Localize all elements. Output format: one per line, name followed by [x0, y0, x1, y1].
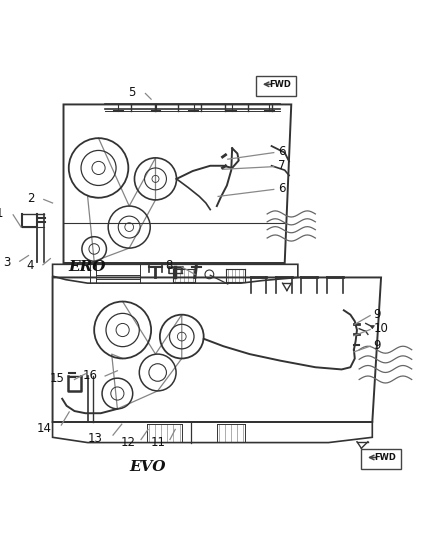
Polygon shape [370, 326, 374, 329]
Text: FWD: FWD [374, 453, 396, 462]
Text: 9: 9 [373, 308, 381, 321]
Text: 6: 6 [278, 146, 286, 158]
FancyBboxPatch shape [361, 449, 401, 469]
FancyBboxPatch shape [256, 76, 296, 96]
Text: 16: 16 [82, 369, 97, 382]
Text: EVO: EVO [129, 460, 166, 474]
Text: 2: 2 [27, 192, 34, 205]
Text: 15: 15 [50, 372, 65, 385]
Text: 5: 5 [128, 86, 136, 99]
Text: 4: 4 [27, 259, 34, 272]
Text: 9: 9 [373, 339, 381, 352]
Text: 6: 6 [278, 182, 286, 195]
Text: 7: 7 [278, 159, 286, 172]
Text: 14: 14 [37, 422, 52, 435]
Text: 8: 8 [166, 259, 173, 272]
Text: 1: 1 [0, 207, 4, 221]
Text: 12: 12 [121, 436, 136, 449]
Text: 13: 13 [88, 432, 103, 445]
Text: 3: 3 [4, 256, 11, 269]
Text: ERO: ERO [68, 261, 106, 274]
Text: FWD: FWD [269, 80, 291, 89]
Text: 11: 11 [151, 436, 166, 449]
Text: 10: 10 [373, 322, 388, 335]
